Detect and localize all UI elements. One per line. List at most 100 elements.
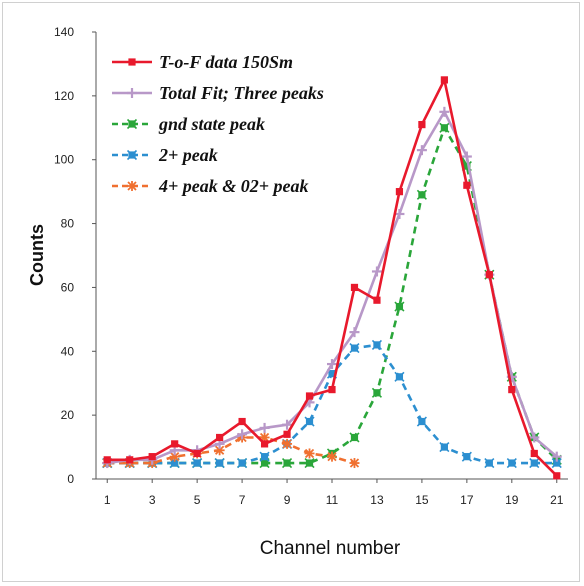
data-point (238, 417, 246, 426)
data-point (281, 457, 293, 469)
data-point (439, 442, 450, 453)
series-0 (103, 76, 561, 480)
y-tick-label: 0 (67, 472, 74, 486)
y-tick-label: 100 (54, 153, 74, 167)
data-point (304, 457, 315, 469)
x-tick-label: 1 (104, 493, 111, 507)
data-point (371, 387, 383, 398)
y-tick-label: 60 (61, 280, 75, 294)
legend-item: Total Fit; Three peaks (112, 83, 324, 103)
data-point (259, 432, 270, 443)
y-tick-labels: 0 20 40 60 80 100 120 140 (54, 25, 96, 486)
data-point (282, 438, 293, 449)
data-point (171, 440, 179, 448)
x-tick-label: 15 (415, 493, 429, 507)
x-tick-label: 7 (239, 493, 246, 507)
data-point (440, 76, 448, 84)
data-point (530, 449, 538, 458)
data-point (371, 339, 383, 350)
data-point (127, 88, 137, 98)
legend-item: 2+ peak (112, 145, 218, 165)
data-point (416, 416, 427, 427)
data-point (127, 181, 137, 191)
legend-label: gnd state peak (158, 114, 265, 134)
data-point (529, 457, 540, 469)
legend-item: 4+ peak & 02+ peak (112, 176, 309, 196)
data-point (373, 296, 381, 304)
legend-label: Total Fit; Three peaks (159, 83, 324, 103)
y-tick-label: 80 (61, 217, 75, 231)
data-point (328, 386, 336, 394)
data-point (394, 371, 405, 382)
data-point (192, 457, 203, 469)
data-point (439, 122, 450, 133)
x-tick-label: 17 (460, 493, 474, 507)
data-point (551, 457, 562, 469)
x-axis-label: Channel number (260, 538, 401, 559)
data-point (371, 266, 382, 277)
data-point (103, 456, 111, 464)
data-point (126, 149, 138, 161)
data-point (529, 432, 540, 443)
data-point (418, 120, 426, 129)
data-point (282, 419, 293, 430)
data-point (259, 422, 270, 433)
data-point (148, 453, 156, 461)
data-point (416, 145, 427, 156)
data-point (216, 433, 224, 442)
x-tick-label: 11 (326, 493, 339, 507)
legend-label: 4+ peak & 02+ peak (158, 176, 309, 196)
data-point (349, 327, 360, 338)
legend-item: gnd state peak (112, 114, 265, 134)
data-point (169, 451, 180, 462)
data-point (506, 457, 517, 469)
data-point (439, 106, 450, 117)
data-point (304, 416, 315, 427)
y-axis-label: Counts (27, 224, 47, 286)
data-point (395, 188, 404, 196)
x-tick-label: 19 (505, 493, 519, 507)
data-point (193, 449, 201, 458)
data-point (260, 440, 269, 448)
data-point (305, 392, 314, 400)
data-point (553, 472, 561, 480)
data-point (259, 451, 270, 462)
legend-label: T-o-F data 150Sm (159, 52, 293, 72)
data-point (508, 386, 516, 394)
y-tick-label: 140 (54, 25, 74, 39)
data-point (349, 432, 360, 443)
legend-label: 2+ peak (158, 145, 218, 165)
data-point (214, 457, 225, 469)
y-tick-label: 20 (61, 408, 75, 422)
chart-frame (2, 2, 580, 582)
series-layer (102, 76, 562, 480)
data-point (461, 451, 472, 462)
data-point (128, 58, 136, 66)
data-point (350, 283, 359, 292)
data-point (237, 429, 248, 440)
data-point (304, 448, 315, 459)
data-point (485, 271, 493, 279)
x-tick-label: 21 (550, 493, 564, 507)
x-tick-label: 9 (284, 493, 291, 507)
data-point (461, 151, 472, 162)
data-point (551, 451, 562, 462)
legend-item: T-o-F data 150Sm (112, 52, 293, 72)
x-tick-labels: 1 3 5 7 9 11 13 15 17 19 21 (104, 479, 564, 507)
data-point (126, 456, 134, 464)
y-tick-label: 40 (61, 344, 75, 358)
data-point (126, 118, 138, 130)
data-point (237, 457, 248, 469)
x-tick-label: 5 (194, 493, 201, 507)
x-tick-label: 3 (149, 493, 156, 507)
data-point (349, 458, 360, 469)
data-point (283, 430, 291, 438)
data-point (327, 359, 337, 370)
x-tick-label: 13 (370, 493, 384, 507)
data-point (327, 451, 337, 462)
data-point (349, 343, 360, 354)
data-point (394, 301, 405, 312)
data-point (416, 189, 427, 200)
legend: T-o-F data 150Sm Total Fit; Three peaks gn… (112, 52, 324, 196)
